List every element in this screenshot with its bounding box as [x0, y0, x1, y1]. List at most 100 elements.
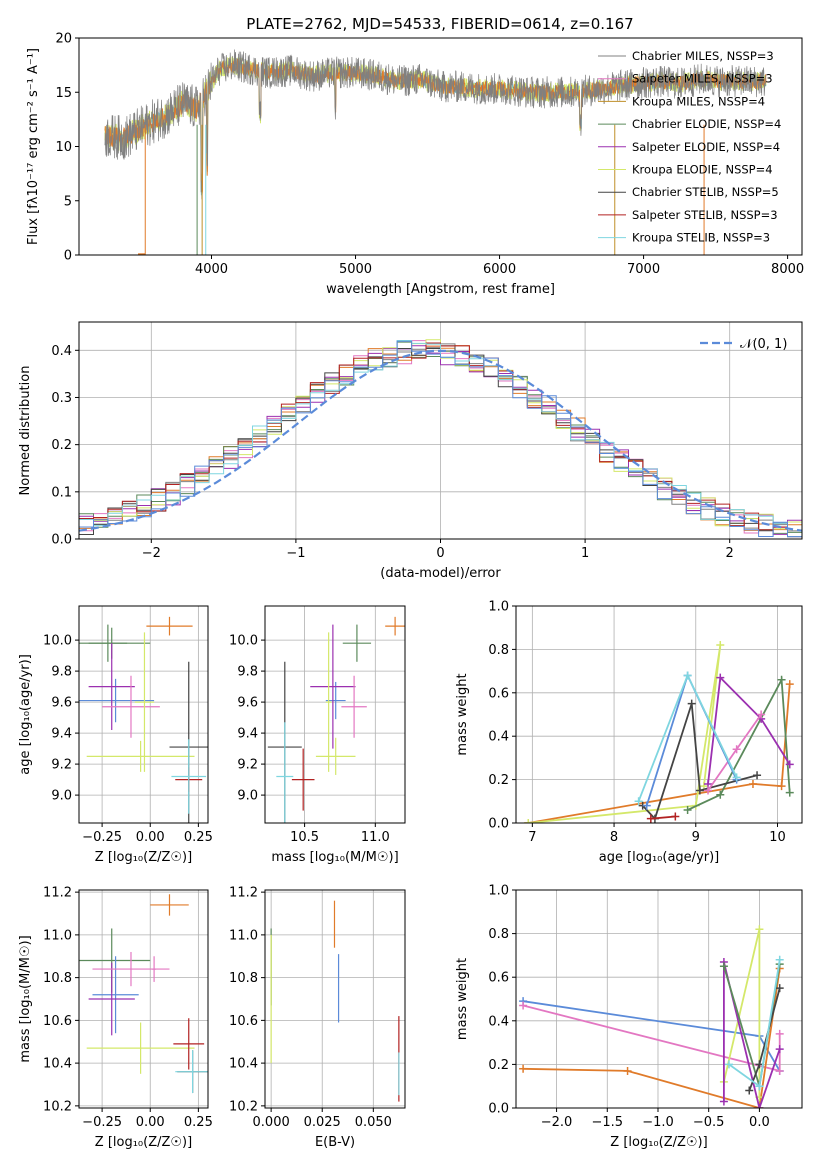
weight-marker — [724, 1060, 733, 1069]
y-tick-label: 10.8 — [229, 971, 258, 986]
x-tick-label: 11.0 — [361, 830, 390, 845]
axes-frame — [264, 605, 406, 824]
axes-frame — [515, 605, 803, 824]
errorbar-point — [86, 740, 195, 772]
y-tick-label: 10.6 — [43, 1014, 72, 1029]
y-axis-label: mass weight — [455, 958, 470, 1040]
y-tick-label: 11.2 — [229, 886, 258, 901]
x-tick-label: 5000 — [339, 262, 372, 277]
y-tick-label: 9.6 — [51, 696, 72, 711]
x-tick-label: 0.025 — [304, 1115, 341, 1130]
y-tick-label: 1.0 — [488, 600, 509, 615]
weight-marker — [519, 1064, 528, 1073]
y-tick-label: 9.6 — [237, 696, 258, 711]
y-axis-label: Normed distribution — [18, 366, 33, 496]
weight-marker — [753, 771, 762, 780]
weight-marker — [775, 984, 784, 993]
weight-series-line — [523, 968, 781, 1108]
errorbar-point — [152, 956, 157, 982]
y-tick-label: 9.8 — [237, 665, 258, 680]
weight-marker — [785, 680, 794, 689]
x-tick-label: 7 — [528, 830, 536, 845]
y-tick-label: 0.4 — [488, 1014, 509, 1029]
axes-frame — [264, 889, 406, 1109]
errorbar-point — [146, 616, 193, 636]
y-tick-label: 9.4 — [237, 727, 258, 742]
weight-marker — [716, 790, 725, 799]
y-tick-label: 10.4 — [229, 1057, 258, 1072]
y-tick-label: 0.1 — [51, 485, 72, 500]
y-tick-label: 10.0 — [43, 634, 72, 649]
errorbar-point — [325, 632, 332, 772]
weight-marker — [671, 812, 680, 821]
x-tick-label: 10 — [769, 830, 786, 845]
weight-marker — [732, 745, 741, 754]
errorbar-point — [150, 894, 189, 916]
x-tick-label: 0.0 — [749, 1115, 770, 1130]
errorbar-point — [385, 616, 405, 636]
y-tick-label: 10.2 — [229, 1099, 258, 1114]
y-tick-label: 10.0 — [229, 634, 258, 649]
y-tick-label: 0.0 — [488, 817, 509, 832]
y-tick-label: 11.0 — [229, 928, 258, 943]
x-tick-label: 0.00 — [136, 830, 165, 845]
legend-entry: Kroupa MILES, NSSP=4 — [632, 94, 765, 108]
x-tick-label: 0.25 — [184, 1115, 213, 1130]
y-tick-label: 9.0 — [51, 789, 72, 804]
y-axis-label: Flux [fλ10⁻¹⁷ erg cm⁻² s⁻¹ A⁻¹] — [26, 48, 41, 245]
x-axis-label: Z [log₁₀(Z/Z☉)] — [610, 1135, 707, 1150]
age-vs-mass-plot: 10.5 11.0 9.0 9.2 9.4 9.6 9.8 10.0 mass [log₁₀(M… — [229, 605, 406, 865]
y-tick-label: 10.6 — [229, 1014, 258, 1029]
weight-vs-Z-plot: −2.0 −1.5 −1.0 −0.5 0.0 0.0 0.2 0.4 0.6 0.8 1.0 Z [… — [455, 884, 803, 1150]
weight-marker — [719, 962, 728, 971]
y-axis-label: age [log₁₀(age/yr)] — [18, 654, 33, 775]
y-tick-label: 5 — [64, 194, 72, 209]
histogram-series — [79, 340, 802, 538]
weight-marker — [646, 814, 655, 823]
y-tick-label: 0 — [64, 249, 72, 264]
weight-marker — [757, 710, 766, 719]
weight-marker — [695, 786, 704, 795]
weight-marker — [623, 1066, 632, 1075]
y-tick-label: 0.4 — [51, 344, 72, 359]
x-tick-label: 10.5 — [290, 830, 319, 845]
age-vs-Z-plot: −0.25 0.00 0.25 9.0 9.2 9.4 9.6 9.8 10.0 Z [log₁₀… — [18, 605, 213, 865]
x-axis-label: mass [log₁₀(M/M☉)] — [271, 850, 398, 865]
errorbar-point — [315, 737, 356, 775]
weight-marker — [785, 788, 794, 797]
y-tick-label: 0.8 — [488, 643, 509, 658]
weight-marker — [755, 925, 764, 934]
weight-marker — [745, 1086, 754, 1095]
normal-curve — [79, 349, 802, 532]
legend-entry: Kroupa ELODIE, NSSP=4 — [632, 163, 773, 177]
x-tick-label: 2 — [726, 546, 734, 561]
weight-marker — [716, 673, 725, 682]
x-tick-label: −0.25 — [82, 1115, 122, 1130]
weight-marker — [755, 1082, 764, 1091]
y-tick-label: 15 — [55, 86, 72, 101]
age-vs-Z-marks — [79, 616, 208, 823]
y-tick-label: 20 — [55, 32, 72, 47]
x-axis-label: (data-model)/error — [380, 566, 501, 581]
y-tick-label: 0.2 — [51, 438, 72, 453]
x-tick-label: −0.5 — [693, 1115, 725, 1130]
weight-marker — [519, 1001, 528, 1010]
mass-vs-EBV-plot: 0.000 0.025 0.050 10.2 10.4 10.6 10.8 11.0 11.2 E… — [229, 886, 406, 1150]
x-axis-label: Z [log₁₀(Z/Z☉)] — [95, 1135, 192, 1150]
y-tick-label: 9.8 — [51, 665, 72, 680]
errorbar-point — [102, 675, 160, 738]
y-tick-label: 0.2 — [488, 1058, 509, 1073]
y-tick-label: 0.0 — [51, 533, 72, 548]
y-tick-label: 0.6 — [488, 971, 509, 986]
errorbar-point — [88, 643, 135, 730]
weight-marker — [687, 699, 696, 708]
errorbar-point — [134, 632, 155, 772]
errorbar-point — [342, 624, 372, 662]
x-axis-label: Z [log₁₀(Z/Z☉)] — [95, 850, 192, 865]
x-tick-label: 0.25 — [184, 830, 213, 845]
legend-entry: 𝒩(0, 1) — [740, 337, 787, 352]
x-tick-label: −2.0 — [541, 1115, 573, 1130]
x-tick-label: 0 — [436, 546, 444, 561]
x-tick-label: 7000 — [627, 262, 660, 277]
weight-vs-age-marks — [524, 641, 794, 823]
